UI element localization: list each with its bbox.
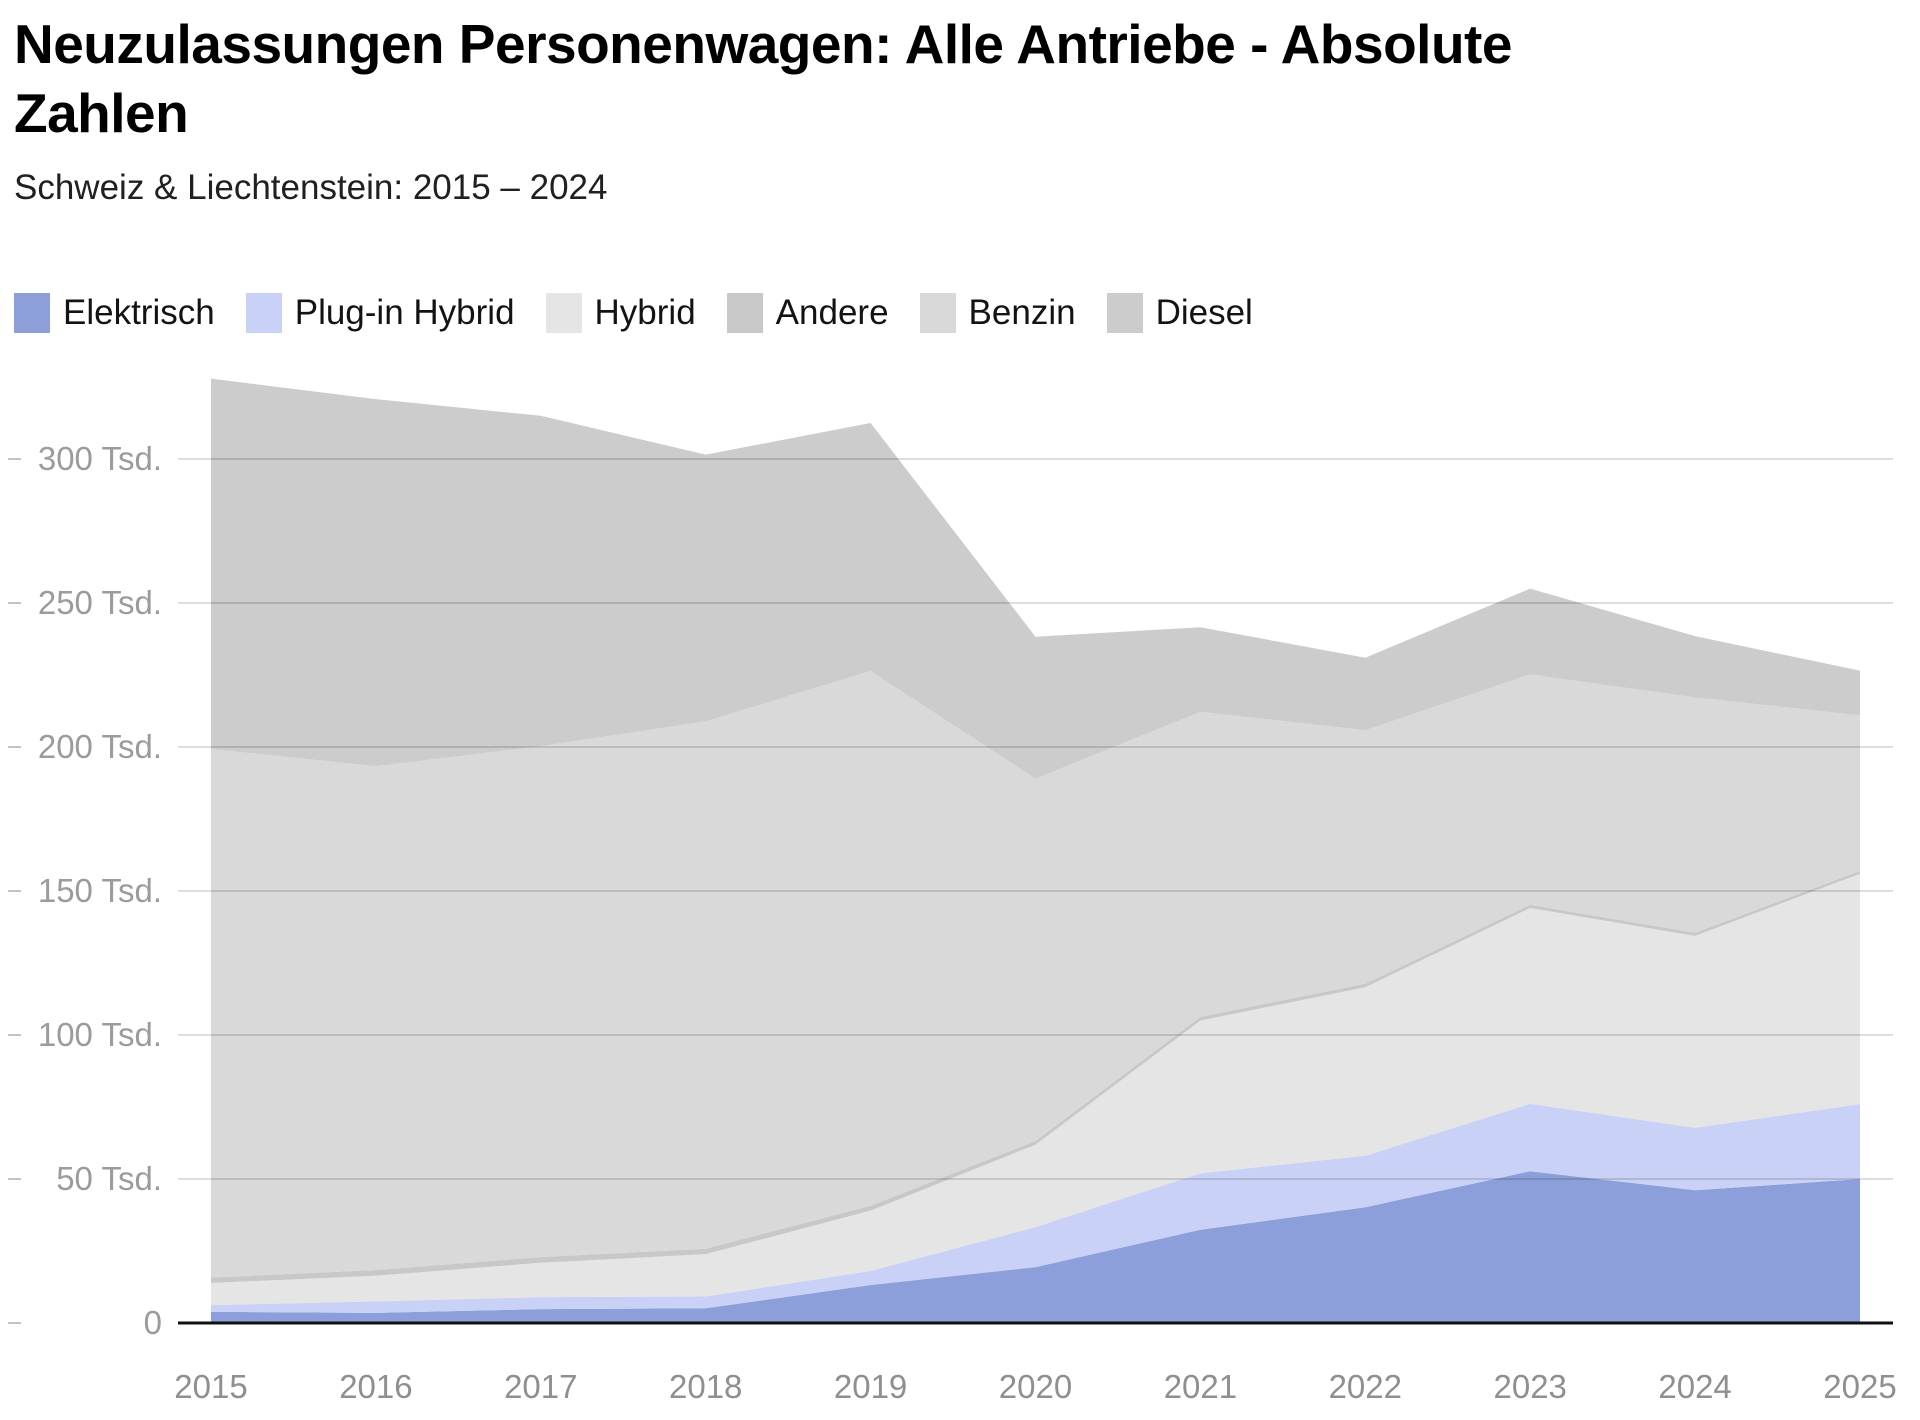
x-tick-label-2018: 2018 (669, 1368, 742, 1405)
y-tick-label-200: 200 Tsd. (38, 728, 162, 765)
legend-label-benzin: Benzin (968, 293, 1076, 332)
x-tick-label-2015: 2015 (174, 1368, 247, 1405)
y-tick-label-250: 250 Tsd. (38, 584, 162, 621)
y-tick-label-300: 300 Tsd. (38, 440, 162, 477)
area-elektrisch (211, 1171, 1860, 1323)
legend-swatch-andere (726, 293, 763, 333)
x-tick-label-2022: 2022 (1329, 1368, 1402, 1405)
legend-item-plug-in-hybrid: Plug-in Hybrid (245, 293, 515, 333)
legend-item-elektrisch: Elektrisch (14, 293, 215, 333)
y-tick-label-100: 100 Tsd. (38, 1016, 162, 1053)
legend-item-benzin: Benzin (919, 293, 1076, 333)
legend-label-elektrisch: Elektrisch (63, 293, 215, 332)
x-tick-label-2024: 2024 (1658, 1368, 1731, 1405)
chart-subtitle: Schweiz & Liechtenstein: 2015 – 2024 (14, 168, 608, 207)
legend-item-hybrid: Hybrid (545, 293, 696, 333)
legend-item-andere: Andere (726, 293, 889, 333)
y-tick-label-150: 150 Tsd. (38, 872, 162, 909)
x-tick-label-2017: 2017 (504, 1368, 577, 1405)
x-tick-label-2021: 2021 (1164, 1368, 1237, 1405)
y-tick-label-0: 0 (144, 1304, 162, 1341)
x-tick-label-2019: 2019 (834, 1368, 907, 1405)
x-tick-label-2023: 2023 (1493, 1368, 1566, 1405)
legend-item-diesel: Diesel (1106, 293, 1253, 333)
legend-label-diesel: Diesel (1155, 293, 1253, 332)
area-diesel (211, 378, 1860, 779)
legend: Elektrisch Plug-in Hybrid Hybrid Andere Benz… (14, 293, 1253, 333)
chart-title: Neuzulassungen Personenwagen: Alle Antri… (14, 13, 1512, 145)
y-tick-label-50: 50 Tsd. (56, 1160, 162, 1197)
legend-swatch-plug-in-hybrid (245, 293, 282, 333)
area-benzin (211, 670, 1860, 1278)
legend-label-plug-in-hybrid: Plug-in Hybrid (294, 293, 515, 332)
area-plug-in-hybrid (211, 1103, 1860, 1313)
legend-swatch-hybrid (545, 293, 582, 333)
legend-label-andere: Andere (775, 293, 889, 332)
x-tick-label-2025: 2025 (1823, 1368, 1896, 1405)
area-hybrid (211, 873, 1860, 1306)
legend-swatch-elektrisch (14, 293, 50, 333)
legend-label-hybrid: Hybrid (594, 293, 696, 332)
legend-swatch-benzin (919, 293, 956, 333)
legend-swatch-diesel (1106, 293, 1143, 333)
x-tick-label-2016: 2016 (339, 1368, 412, 1405)
x-tick-label-2020: 2020 (999, 1368, 1072, 1405)
